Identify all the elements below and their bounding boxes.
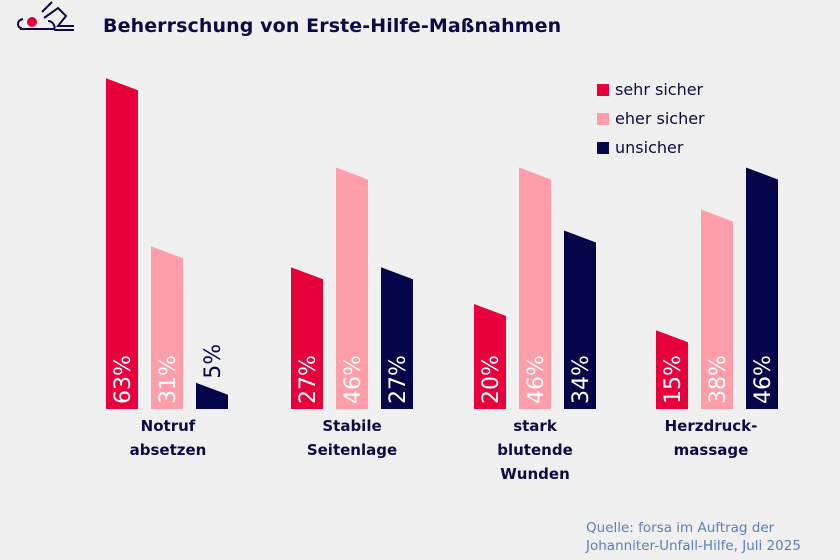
category-label-line: Stabile: [322, 417, 382, 435]
source-note: Quelle: forsa im Auftrag der Johanniter-…: [586, 519, 801, 555]
bar: [656, 330, 688, 409]
bar: [196, 382, 228, 409]
source-line: Johanniter-Unfall-Hilfe, Juli 2025: [586, 538, 801, 554]
category-label-line: Herzdruck-: [664, 417, 758, 435]
legend-label: eher sicher: [615, 109, 705, 128]
bar: [336, 167, 368, 409]
data-label: 46%: [524, 355, 549, 404]
bar: [564, 230, 596, 409]
data-label: 20%: [479, 355, 504, 404]
category-label-line: Notruf: [140, 417, 196, 435]
legend-label: unsicher: [615, 138, 684, 157]
legend-item-eher-sicher: eher sicher: [597, 109, 705, 128]
bar: [519, 167, 551, 409]
data-label: 63%: [111, 355, 136, 404]
bar: [746, 167, 778, 409]
category-label-line: stark: [513, 417, 557, 435]
category-label-line: Wunden: [500, 465, 570, 483]
category-label-notruf: Notruf absetzen: [98, 414, 238, 462]
legend-swatch: [597, 83, 609, 96]
bar: [106, 78, 138, 409]
data-label: 46%: [341, 355, 366, 404]
data-label: 38%: [706, 355, 731, 404]
data-label: 31%: [156, 355, 181, 404]
category-label-line: Seitenlage: [306, 441, 398, 459]
bar: [474, 304, 506, 409]
legend-item-sehr-sicher: sehr sicher: [597, 80, 703, 99]
data-label: 15%: [661, 355, 686, 404]
bar: [381, 267, 413, 409]
legend-label: sehr sicher: [615, 80, 704, 99]
legend-swatch: [597, 112, 609, 125]
data-label: 5%: [201, 344, 226, 379]
legend-item-unsicher: unsicher: [597, 138, 683, 157]
data-label: 34%: [569, 355, 594, 404]
johanniter-logo-icon: [16, 1, 74, 31]
category-label-herzdruckmassage: Herzdruck- massage: [641, 414, 781, 462]
bar: [291, 267, 323, 409]
bar: [151, 246, 183, 409]
source-line: Quelle: forsa im Auftrag der: [586, 520, 775, 536]
chart-title: Beherrschung von Erste-Hilfe-Maßnahmen: [103, 15, 562, 37]
category-label-line: blutende: [497, 441, 573, 459]
category-label-line: absetzen: [129, 441, 207, 459]
bar: [701, 209, 733, 409]
category-label-line: massage: [673, 441, 749, 459]
legend-swatch: [597, 141, 609, 154]
category-label-wunden: stark blutende Wunden: [465, 414, 605, 486]
data-label: 27%: [296, 355, 321, 404]
data-label: 27%: [386, 355, 411, 404]
data-label: 46%: [751, 355, 776, 404]
category-label-seitenlage: Stabile Seitenlage: [282, 414, 422, 462]
